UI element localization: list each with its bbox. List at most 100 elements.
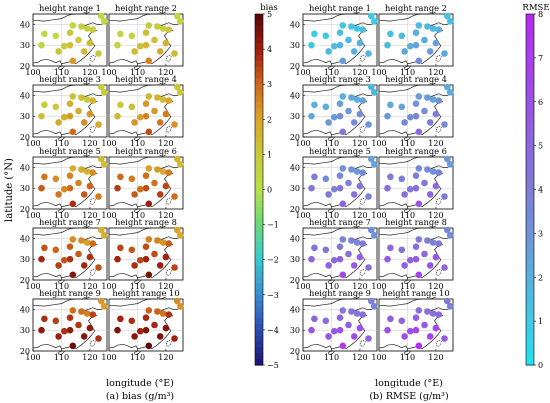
- station-point: [154, 308, 161, 315]
- station-point: [162, 110, 170, 118]
- station-point: [61, 256, 68, 264]
- subplot-a-4: height range 4 100 110 120: [101, 74, 184, 148]
- colorbar-segment: [526, 189, 534, 196]
- colorbar-segment: [526, 148, 534, 155]
- y-tick-label: 40: [290, 91, 300, 100]
- station-point: [368, 155, 375, 163]
- colorbar-segment: [255, 201, 263, 208]
- station-point: [162, 324, 170, 332]
- colorbar-segment: [255, 318, 263, 325]
- station-point: [336, 326, 344, 334]
- station-point: [446, 89, 454, 96]
- island-outline: [403, 136, 411, 141]
- station-point: [137, 327, 144, 335]
- station-point: [412, 29, 420, 36]
- island-outline: [360, 339, 366, 348]
- colorbar-segment: [255, 171, 263, 179]
- station-point: [171, 121, 178, 128]
- station-point: [145, 271, 153, 279]
- x-tick-label: 110: [324, 211, 339, 220]
- subplot-title: height range 5: [309, 146, 371, 156]
- colorbar-segment: [526, 177, 534, 185]
- plot-frame: [108, 84, 184, 138]
- station-point: [387, 101, 394, 109]
- station-point: [145, 165, 153, 172]
- x-tick-label: 110: [324, 353, 339, 362]
- station-point: [339, 22, 347, 29]
- station-point: [89, 97, 97, 104]
- x-tick-label: 100: [25, 353, 40, 362]
- colorbar-segment: [526, 277, 534, 284]
- x-tick-label: 100: [101, 353, 116, 362]
- station-point: [429, 96, 437, 103]
- subplot-title: height range 3: [39, 74, 101, 84]
- station-point: [325, 119, 332, 126]
- station-point: [348, 308, 355, 315]
- station-point: [368, 83, 375, 91]
- station-point: [52, 317, 60, 325]
- x-tick-label: 120: [158, 353, 173, 362]
- island-outline: [327, 350, 335, 355]
- colorbar-segment: [526, 84, 534, 91]
- station-point: [52, 32, 60, 40]
- station-point: [412, 255, 420, 263]
- plot-frame: [378, 156, 454, 210]
- island-outline: [436, 125, 442, 134]
- island-outline: [133, 65, 141, 70]
- colorbar-segment: [255, 66, 263, 74]
- station-point: [66, 184, 74, 192]
- border-line: [32, 11, 91, 22]
- station-point: [41, 173, 48, 181]
- station-point: [86, 110, 94, 118]
- station-point: [412, 41, 420, 49]
- station-point: [401, 262, 408, 269]
- x-tick-label: 100: [371, 211, 386, 220]
- coastline: [379, 58, 422, 65]
- station-point: [336, 29, 344, 36]
- station-point: [145, 57, 153, 65]
- station-point: [359, 169, 367, 176]
- y-tick-label: 40: [290, 234, 300, 243]
- station-point: [415, 22, 423, 29]
- station-point: [432, 324, 440, 332]
- x-tick-label: 120: [158, 139, 173, 148]
- colorbar-segment: [526, 95, 534, 103]
- colorbar-segment: [526, 160, 534, 167]
- border-line: [32, 225, 91, 236]
- station-point: [331, 185, 338, 193]
- colorbar-segment: [526, 166, 534, 173]
- station-point: [117, 101, 124, 109]
- station-point: [415, 271, 423, 279]
- station-point: [128, 32, 136, 40]
- subplot-title: height range 7: [39, 217, 101, 227]
- station-point: [142, 172, 150, 179]
- colorbar-segment: [526, 283, 534, 290]
- station-point: [171, 50, 178, 57]
- x-tick-label: 100: [371, 139, 386, 148]
- station-point: [365, 50, 372, 57]
- subplot-b-8: height range 8 100 110 120: [371, 217, 454, 291]
- colorbar-segment: [255, 136, 263, 144]
- station-point: [69, 22, 77, 29]
- coastline: [303, 129, 346, 136]
- station-point: [322, 103, 330, 111]
- station-point: [154, 94, 161, 101]
- coastline: [109, 58, 152, 65]
- colorbar-tick-label: −2: [267, 256, 279, 265]
- colorbar-segment: [526, 253, 534, 261]
- x-tick-label: 100: [101, 139, 116, 148]
- y-tick-label: 20: [20, 62, 30, 71]
- station-point: [165, 169, 173, 176]
- colorbar-tick-label: 8: [538, 10, 543, 19]
- station-point: [151, 321, 158, 329]
- colorbar-segment: [255, 242, 263, 249]
- colorbar-segment: [255, 259, 263, 267]
- border-line: [302, 225, 361, 236]
- colorbar-segment: [526, 142, 534, 150]
- y-tick-label: 20: [290, 347, 300, 356]
- station-point: [114, 326, 121, 334]
- coastline: [33, 129, 76, 136]
